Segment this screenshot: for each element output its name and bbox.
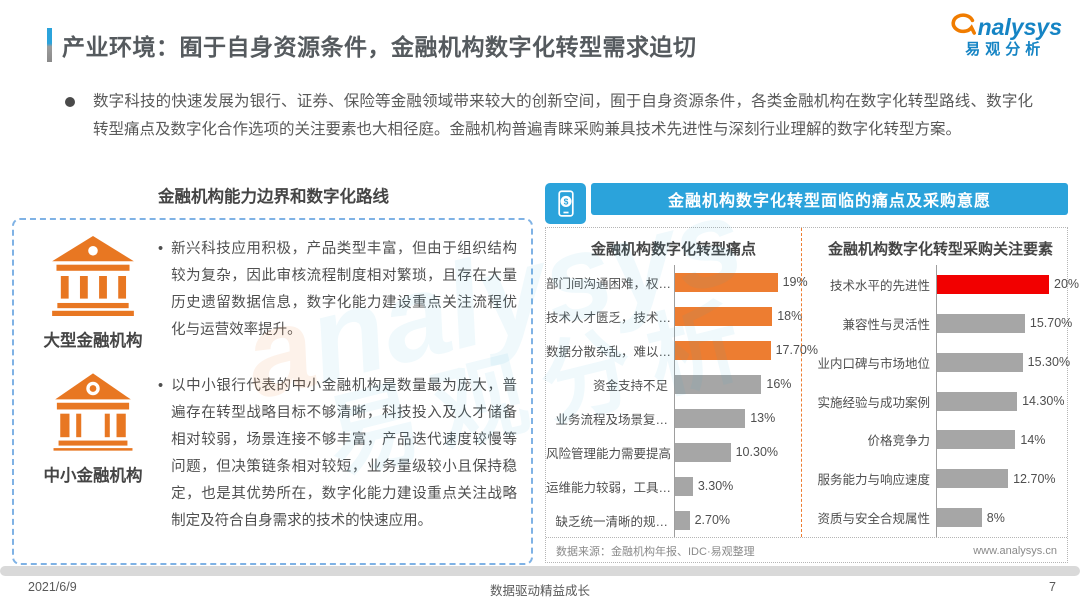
data-source-text: 数据来源：金融机构年报、IDC·易观整理 bbox=[556, 546, 755, 558]
bar bbox=[675, 408, 746, 428]
value-label: 20% bbox=[1054, 277, 1080, 292]
source-row: 数据来源：金融机构年报、IDC·易观整理 www.analysys.cn bbox=[546, 537, 1067, 564]
purchase-factor-row: 实施经验与成功案例 14.30% bbox=[802, 381, 1079, 421]
bullet-dot-icon bbox=[65, 97, 75, 107]
purchase-factors-chart: 金融机构数字化转型采购关注要素 技术水平的先进性 20% 兼容性与灵活性 15.70%… bbox=[801, 228, 1079, 538]
bar bbox=[937, 274, 1049, 294]
page-title: 产业环境：囿于自身资源条件，金融机构数字化转型需求迫切 bbox=[62, 34, 697, 60]
factor-chart-title: 金融机构数字化转型采购关注要素 bbox=[828, 241, 1054, 258]
value-label: 14% bbox=[1020, 432, 1046, 447]
bar bbox=[937, 352, 1023, 372]
institution-label-large: 大型金融机构 bbox=[43, 332, 143, 350]
right-header-bar: 金融机构数字化转型面临的痛点及采购意愿 bbox=[591, 183, 1068, 215]
svg-text:$: $ bbox=[563, 196, 568, 206]
pain-point-row: 缺乏统一清晰的规… 2.70% bbox=[546, 503, 801, 537]
category-label: 业务流程及场景复… bbox=[555, 412, 668, 427]
value-label: 3.30% bbox=[697, 479, 734, 493]
category-label: 兼容性与灵活性 bbox=[842, 317, 930, 332]
category-label: 缺乏统一清晰的规… bbox=[555, 514, 668, 529]
pain-point-row: 资金支持不足 16% bbox=[546, 367, 801, 401]
list-bullet: • bbox=[158, 378, 164, 394]
value-label: 18% bbox=[777, 309, 803, 323]
bar bbox=[675, 306, 773, 326]
footer-slogan: 数据驱动精益成长 bbox=[489, 584, 590, 598]
value-label: 10.30% bbox=[735, 445, 779, 459]
pain-point-row: 运维能力较弱，工具… 3.30% bbox=[546, 469, 801, 503]
purchase-factor-row: 业内口碑与市场地位 15.30% bbox=[802, 342, 1079, 382]
category-label: 技术人才匮乏，技术… bbox=[546, 310, 672, 325]
purchase-factor-row: 技术水平的先进性 20% bbox=[802, 265, 1079, 304]
value-label: 15.30% bbox=[1027, 355, 1071, 370]
website-text: www.analysys.cn bbox=[973, 545, 1057, 557]
bar bbox=[937, 469, 1009, 489]
footer-divider-bar bbox=[0, 566, 1080, 576]
purchase-factor-row: 资质与安全合规属性 8% bbox=[802, 498, 1079, 538]
bar bbox=[937, 430, 1016, 450]
bar bbox=[675, 272, 778, 292]
purchase-factor-row: 兼容性与灵活性 15.70% bbox=[802, 303, 1079, 343]
analysys-swirl-icon bbox=[949, 12, 976, 41]
capability-panel: 大型金融机构 • 新兴科技应用积极，产品类型丰富，但由于组织结构较为复杂，因此审… bbox=[12, 218, 533, 565]
right-section-header: $ 金融机构数字化转型面临的痛点及采购意愿 bbox=[545, 183, 1068, 224]
category-label: 风险管理能力需要提高 bbox=[546, 446, 672, 461]
bar bbox=[675, 374, 762, 394]
footer-page-number: 7 bbox=[1049, 580, 1056, 594]
pain-point-row: 风险管理能力需要提高 10.30% bbox=[546, 435, 801, 469]
list-bullet: • bbox=[158, 241, 164, 257]
institution-row-small: 中小金融机构 • 以中小银行代表的中小金融机构是数量最为庞大，普遍存在转型战略目… bbox=[34, 373, 517, 535]
logo-brand-text: nalysys bbox=[977, 14, 1062, 41]
value-label: 16% bbox=[766, 377, 792, 391]
value-label: 17.70% bbox=[775, 343, 818, 357]
bar bbox=[675, 510, 690, 530]
institution-text-small: 以中小银行代表的中小金融机构是数量最为庞大，普遍存在转型战略目标不够清晰，科技投… bbox=[171, 378, 517, 529]
pain-points-chart: 金融机构数字化转型痛点 部门间沟通困难，权… 19% 技术人才匮乏，技术… 18% 数据… bbox=[546, 228, 818, 537]
category-label: 资金支持不足 bbox=[592, 378, 668, 393]
mobile-payment-icon: $ bbox=[545, 183, 586, 224]
pain-point-row: 部门间沟通困难，权… 19% bbox=[546, 265, 808, 299]
category-label: 实施经验与成功案例 bbox=[817, 395, 930, 410]
bar bbox=[675, 476, 693, 496]
category-label: 数据分散杂乱，难以… bbox=[546, 344, 672, 359]
pain-point-row: 业务流程及场景复… 13% bbox=[546, 401, 801, 435]
bar bbox=[675, 442, 731, 462]
category-label: 服务能力与响应速度 bbox=[817, 473, 930, 488]
title-row: 产业环境：囿于自身资源条件，金融机构数字化转型需求迫切 bbox=[47, 28, 697, 62]
category-label: 运维能力较弱，工具… bbox=[546, 480, 672, 495]
value-label: 14.30% bbox=[1022, 394, 1065, 408]
institution-label-small: 中小金融机构 bbox=[43, 467, 143, 485]
value-label: 13% bbox=[750, 411, 776, 425]
value-label: 15.70% bbox=[1029, 316, 1073, 331]
left-section-heading: 金融机构能力边界和数字化路线 bbox=[158, 188, 389, 206]
institution-text-large: 新兴科技应用积极，产品类型丰富，但由于组织结构较为复杂，因此审核流程制度相对繁琐… bbox=[171, 241, 517, 338]
title-accent-bar bbox=[47, 28, 52, 62]
bar bbox=[937, 313, 1025, 333]
intro-text: 数字科技的快速发展为银行、证券、保险等金融领域带来较大的创新空间，囿于自身资源条… bbox=[93, 93, 1033, 138]
purchase-factor-row: 价格竞争力 14% bbox=[802, 420, 1079, 460]
bar bbox=[937, 508, 982, 528]
right-header-title: 金融机构数字化转型面临的痛点及采购意愿 bbox=[667, 193, 991, 210]
pain-point-row: 技术人才匮乏，技术… 18% bbox=[546, 299, 803, 333]
bar bbox=[675, 340, 771, 360]
charts-panel: 金融机构数字化转型痛点 部门间沟通困难，权… 19% 技术人才匮乏，技术… 18% 数据… bbox=[545, 227, 1079, 564]
category-label: 部门间沟通困难，权… bbox=[546, 276, 672, 291]
category-label: 资质与安全合规属性 bbox=[817, 512, 930, 527]
value-label: 12.70% bbox=[1013, 471, 1056, 486]
bar bbox=[937, 391, 1018, 411]
category-label: 业内口碑与市场地位 bbox=[817, 356, 930, 371]
value-label: 2.70% bbox=[694, 513, 731, 527]
bank-small-icon bbox=[51, 373, 135, 455]
analysys-logo: nalysys 易观分析 bbox=[949, 12, 1062, 58]
footer-date: 2021/6/9 bbox=[28, 580, 77, 594]
category-label: 价格竞争力 bbox=[867, 434, 930, 449]
purchase-factor-row: 服务能力与响应速度 12.70% bbox=[802, 459, 1079, 499]
value-label: 8% bbox=[986, 510, 1005, 525]
institution-row-large: 大型金融机构 • 新兴科技应用积极，产品类型丰富，但由于组织结构较为复杂，因此审… bbox=[34, 236, 517, 351]
pain-chart-title: 金融机构数字化转型痛点 bbox=[590, 241, 756, 258]
bank-large-icon bbox=[49, 236, 137, 320]
pain-point-row: 数据分散杂乱，难以… 17.70% bbox=[546, 333, 818, 367]
category-label: 技术水平的先进性 bbox=[829, 278, 930, 293]
intro-paragraph: 数字科技的快速发展为银行、证券、保险等金融领域带来较大的创新空间，囿于自身资源条… bbox=[65, 88, 1033, 144]
logo-brand-cn: 易观分析 bbox=[965, 40, 1046, 58]
